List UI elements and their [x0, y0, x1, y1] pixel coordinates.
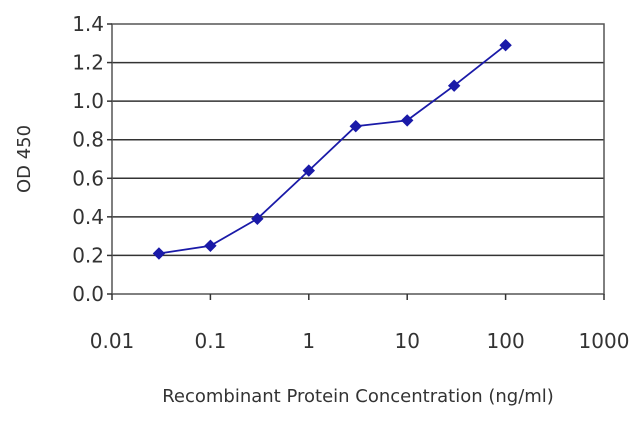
data-point [349, 120, 362, 133]
data-point [251, 212, 264, 225]
y-tick-label: 0.8 [72, 128, 104, 152]
series-line [158, 44, 507, 255]
data-point [400, 114, 414, 127]
data-point [302, 164, 316, 177]
y-tick-label: 0.2 [72, 243, 104, 267]
data-point [204, 239, 217, 252]
y-tick-label: 0.4 [72, 205, 104, 229]
y-tick-label: 1.4 [72, 12, 104, 36]
x-tick-label: 0.1 [194, 329, 226, 353]
y-axis-ticks: 0.0 0.2 0.4 0.6 0.8 1.0 1.2 1.4 [72, 12, 112, 306]
x-tick-label: 10 [394, 329, 419, 353]
x-axis-title: Recombinant Protein Concentration (ng/ml… [162, 386, 554, 407]
y-tick-label: 1.0 [72, 89, 104, 113]
x-tick-label: 0.01 [90, 329, 135, 353]
x-tick-label: 100 [487, 329, 525, 353]
y-axis-title: OD 450 [14, 125, 35, 193]
series-layer [152, 39, 512, 260]
plot-frame [111, 23, 605, 295]
data-point [152, 247, 166, 260]
y-tick-label: 1.2 [72, 51, 104, 75]
x-tick-label: 1 [302, 329, 315, 353]
gridlines [112, 61, 604, 257]
x-tick-label: 1000 [579, 329, 630, 353]
x-axis-ticks: 0.01 0.1 1 10 100 1000 [90, 294, 630, 353]
y-tick-label: 0.6 [72, 166, 104, 190]
y-tick-label: 0.0 [72, 282, 104, 306]
data-point [447, 79, 461, 92]
data-point [499, 39, 512, 52]
